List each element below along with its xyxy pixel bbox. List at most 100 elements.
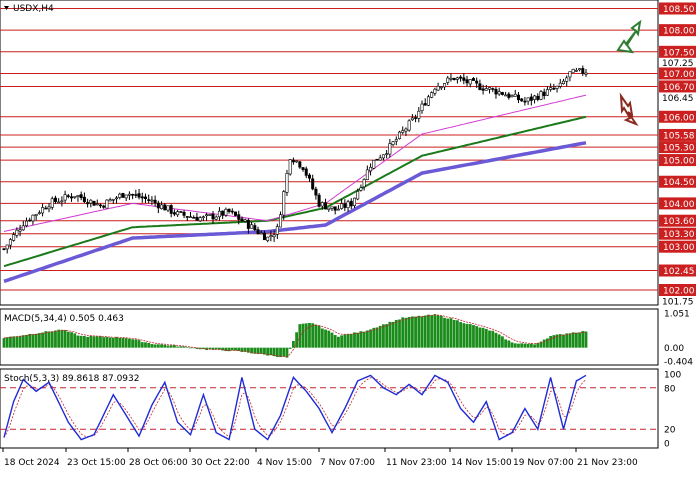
level-badge <box>659 284 696 297</box>
candle-body <box>369 166 373 172</box>
macd-bar <box>243 347 247 352</box>
macd-bar <box>288 347 292 349</box>
time-label: 7 Nov 07:00 <box>320 458 375 468</box>
candle-body <box>134 194 138 196</box>
macd-bar <box>2 338 6 348</box>
time-label: 18 Oct 2024 <box>4 458 60 468</box>
candle-body <box>381 154 385 159</box>
candle-body <box>53 197 57 202</box>
candle-body <box>140 196 144 199</box>
candle-body <box>552 87 556 90</box>
symbol-header[interactable]: USDX,H4 <box>4 4 54 14</box>
macd-bar <box>349 334 353 348</box>
macd-bar <box>18 335 22 348</box>
candle-body <box>285 173 289 193</box>
level-badge <box>659 67 696 80</box>
candle-body <box>185 216 189 218</box>
candle-body <box>259 232 263 235</box>
macd-bar <box>304 323 308 348</box>
candle-body <box>172 212 176 215</box>
macd-bar <box>562 334 565 348</box>
level-badge <box>659 197 696 210</box>
candle-body <box>147 199 151 201</box>
price-tick-label: 106.45 <box>662 94 694 104</box>
macd-bar <box>324 329 327 348</box>
macd-bar <box>346 334 350 348</box>
candle-body <box>571 69 575 73</box>
stoch-label: Stoch(5,3,3) 89.8618 87.0932 <box>4 374 139 384</box>
macd-bar <box>513 343 517 348</box>
macd-bar <box>507 340 511 348</box>
macd-bar <box>266 347 270 356</box>
macd-bar <box>263 347 266 355</box>
macd-bar <box>237 347 241 351</box>
candle-body <box>404 128 408 132</box>
macd-bar <box>63 329 67 348</box>
moving-averages <box>3 94 587 283</box>
macd-bar <box>536 342 540 348</box>
candle-body <box>15 229 19 236</box>
macd-bar <box>79 335 83 348</box>
macd-bar <box>221 347 225 351</box>
macd-bar <box>555 334 559 348</box>
macd-bar <box>526 343 530 348</box>
macd-bar <box>404 317 408 348</box>
candle-body <box>25 220 29 227</box>
macd-bar <box>57 329 61 348</box>
time-axis: 18 Oct 2024 23 Oct 15:00 28 Oct 06:00 30 Oc… <box>2 448 638 468</box>
candle-body <box>131 193 135 196</box>
macd-bar <box>189 347 192 349</box>
macd-bar <box>308 322 311 348</box>
candle-body <box>385 153 389 155</box>
candle-body <box>436 85 440 91</box>
level-badge <box>659 175 696 188</box>
candle-body <box>327 207 331 210</box>
macd-bar <box>291 340 295 348</box>
macd-bar <box>73 333 77 348</box>
candle-body <box>250 224 254 229</box>
macd-bar <box>481 327 485 348</box>
candle-body <box>102 205 106 208</box>
stoch-axis-label: 0 <box>664 440 670 450</box>
candle-body <box>182 211 186 216</box>
candle-body <box>57 201 61 204</box>
macd-bar <box>359 331 363 348</box>
macd-bar <box>224 347 228 352</box>
macd-indicator: 1.051 0.00 -0.404 <box>2 310 693 368</box>
macd-bar <box>365 330 369 348</box>
macd-bar <box>491 330 495 348</box>
macd-bar <box>41 332 44 348</box>
macd-bar <box>12 336 16 348</box>
candle-body <box>272 234 276 238</box>
macd-bar <box>504 339 508 348</box>
macd-bar <box>54 330 57 348</box>
candle-body <box>227 208 231 212</box>
candle-body <box>34 213 38 216</box>
candle-body <box>18 229 22 232</box>
macd-bar <box>343 334 347 348</box>
macd-bar <box>369 329 372 348</box>
dropdown-triangle-icon[interactable] <box>4 6 9 10</box>
candle-body <box>262 232 266 241</box>
level-label: 108.00 <box>663 27 695 37</box>
macd-bar <box>465 323 469 348</box>
candle-body <box>581 68 585 74</box>
candle-body <box>63 194 67 201</box>
candle-body <box>465 79 469 84</box>
time-label: 28 Oct 06:00 <box>129 458 188 468</box>
macd-bar <box>372 327 376 348</box>
macd-bar <box>488 330 491 348</box>
ma-slow-line <box>3 141 587 283</box>
macd-bar <box>410 316 414 348</box>
macd-bar <box>227 347 231 352</box>
level-label: 103.30 <box>663 230 695 240</box>
candle-body <box>484 88 488 91</box>
candle-body <box>243 219 247 222</box>
macd-bar <box>279 347 282 358</box>
candle-body <box>391 141 395 145</box>
candle-body <box>73 196 77 198</box>
macd-bar <box>50 331 54 348</box>
macd-bar <box>166 345 170 348</box>
macd-bar <box>253 347 257 354</box>
